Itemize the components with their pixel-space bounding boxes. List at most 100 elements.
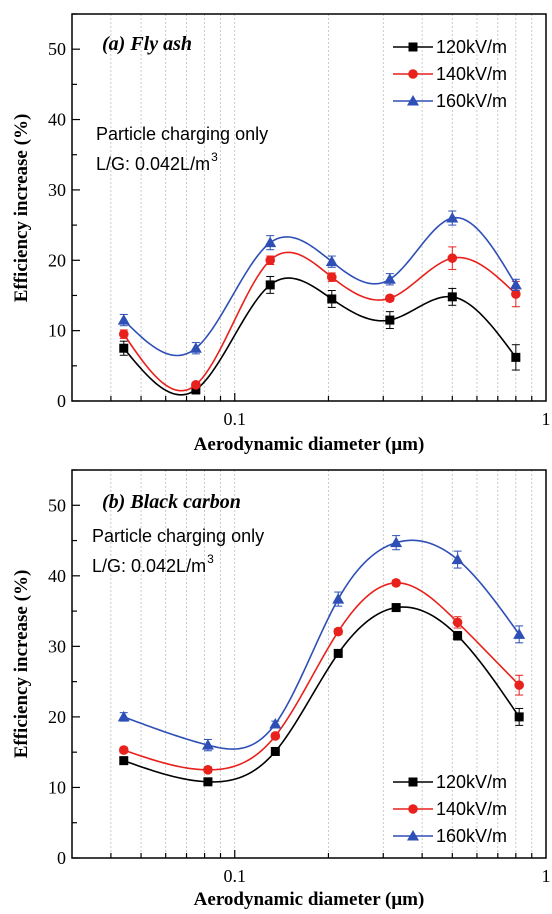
annotation-line-2: L/G: 0.042L/m xyxy=(96,154,210,174)
grid xyxy=(110,14,533,401)
annotation: Particle charging only L/G: 0.042L/m 3 xyxy=(96,124,268,174)
series-160kV/m xyxy=(117,535,526,752)
legend-marker xyxy=(408,42,418,52)
data-point xyxy=(452,617,463,628)
series-140kV/m xyxy=(118,578,524,775)
y-axis-title: Efficiency increase (%) xyxy=(11,570,32,759)
y-tick-label: 40 xyxy=(48,566,66,586)
data-point xyxy=(203,777,213,787)
series-line xyxy=(123,539,520,750)
data-point xyxy=(391,603,401,613)
data-point xyxy=(119,756,129,766)
y-tick-label: 10 xyxy=(48,321,66,341)
data-point xyxy=(333,626,344,637)
panel-title: (b) Black carbon xyxy=(102,491,241,513)
annotation-superscript: 3 xyxy=(211,150,218,164)
y-tick-label: 30 xyxy=(48,636,66,656)
y-tick-label: 50 xyxy=(48,495,66,515)
annotation-line-1: Particle charging only xyxy=(92,526,264,546)
data-point xyxy=(513,628,526,639)
data-point xyxy=(509,278,522,290)
data-point xyxy=(385,293,395,304)
x-axis-title: Aerodynamic diameter (μm) xyxy=(194,434,425,455)
x-tick-label: 0.1 xyxy=(223,866,246,886)
x-tick-label: 0.1 xyxy=(223,409,246,429)
legend-entry: 140kV/m xyxy=(393,64,507,84)
series-120kV/m xyxy=(119,275,521,396)
legend-marker xyxy=(407,95,419,106)
legend-marker xyxy=(408,69,418,79)
data-point xyxy=(326,272,337,282)
data-point xyxy=(191,385,201,395)
series-140kV/m xyxy=(118,246,521,392)
data-point xyxy=(391,578,401,588)
series-160kV/m xyxy=(117,210,522,357)
data-point xyxy=(514,680,524,690)
data-point xyxy=(333,648,343,658)
data-point xyxy=(385,315,395,325)
data-point xyxy=(264,236,277,248)
plot-frame xyxy=(71,469,547,859)
legend-marker xyxy=(408,777,418,787)
data-point xyxy=(447,292,457,302)
y-axis: 0 10 20 30 40 50 xyxy=(48,13,80,411)
annotation-line-1: Particle charging only xyxy=(96,124,268,144)
data-point xyxy=(189,342,202,353)
data-point xyxy=(390,536,403,548)
legend-label: 160kV/m xyxy=(436,826,507,846)
data-point xyxy=(332,593,345,604)
y-tick-label: 0 xyxy=(57,848,66,868)
data-point xyxy=(119,343,129,353)
panel-title: (a) Fly ash xyxy=(102,33,192,55)
legend-label: 120kV/m xyxy=(436,37,507,57)
legend-marker xyxy=(408,804,418,814)
data-point xyxy=(118,745,129,755)
series-line xyxy=(123,582,520,771)
y-axis-title: Efficiency increase (%) xyxy=(11,114,32,303)
data-point xyxy=(269,717,282,729)
y-tick-label: 20 xyxy=(48,707,66,727)
data-point xyxy=(511,289,521,299)
data-point xyxy=(270,746,280,756)
grid xyxy=(110,470,533,858)
x-axis: 0.1 1 xyxy=(223,409,550,429)
data-point xyxy=(453,631,463,641)
legend-label: 120kV/m xyxy=(436,772,507,792)
y-tick-label: 30 xyxy=(48,180,66,200)
data-point xyxy=(117,314,130,325)
series-120kV/m xyxy=(119,603,524,787)
data-point xyxy=(446,212,459,223)
x-tick-label: 1 xyxy=(542,409,551,429)
legend-entry: 160kV/m xyxy=(393,826,507,846)
legend-label: 140kV/m xyxy=(436,64,507,84)
series-line xyxy=(123,251,517,392)
legend-entry: 120kV/m xyxy=(393,37,507,57)
data-point xyxy=(451,553,464,565)
data-point xyxy=(201,739,214,750)
x-tick-label: 1 xyxy=(542,866,551,886)
legend-label: 140kV/m xyxy=(436,799,507,819)
data-point xyxy=(511,352,521,362)
legend-entry: 140kV/m xyxy=(393,799,507,819)
data-point xyxy=(191,380,201,390)
y-tick-label: 0 xyxy=(57,391,66,411)
data-point xyxy=(203,765,213,775)
plot-frame xyxy=(71,13,547,402)
series-line xyxy=(123,277,517,396)
legend-entry: 160kV/m xyxy=(393,91,507,111)
data-point xyxy=(117,710,130,722)
data-point xyxy=(447,253,458,263)
data-point xyxy=(327,294,337,304)
legend-label: 160kV/m xyxy=(436,91,507,111)
x-axis-title: Aerodynamic diameter (μm) xyxy=(194,889,425,910)
data-point xyxy=(118,329,129,339)
legend-entry: 120kV/m xyxy=(393,772,507,792)
x-axis: 0.1 1 xyxy=(223,866,550,886)
series-line xyxy=(123,216,517,357)
y-tick-label: 10 xyxy=(48,777,66,797)
data-point xyxy=(383,273,396,284)
data-point xyxy=(265,280,275,290)
